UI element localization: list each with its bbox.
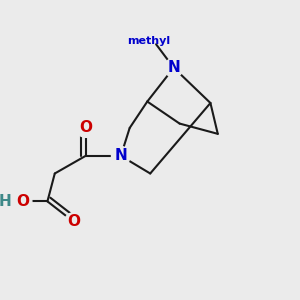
Circle shape xyxy=(164,58,183,77)
Text: N: N xyxy=(115,148,127,164)
Circle shape xyxy=(64,213,83,231)
Circle shape xyxy=(112,146,130,165)
Text: H: H xyxy=(0,194,12,209)
Text: O: O xyxy=(68,214,80,230)
Text: O: O xyxy=(16,194,29,209)
Text: O: O xyxy=(79,121,92,136)
Text: N: N xyxy=(167,60,180,75)
Text: methyl: methyl xyxy=(127,36,170,46)
Circle shape xyxy=(76,118,95,137)
Circle shape xyxy=(13,192,32,211)
